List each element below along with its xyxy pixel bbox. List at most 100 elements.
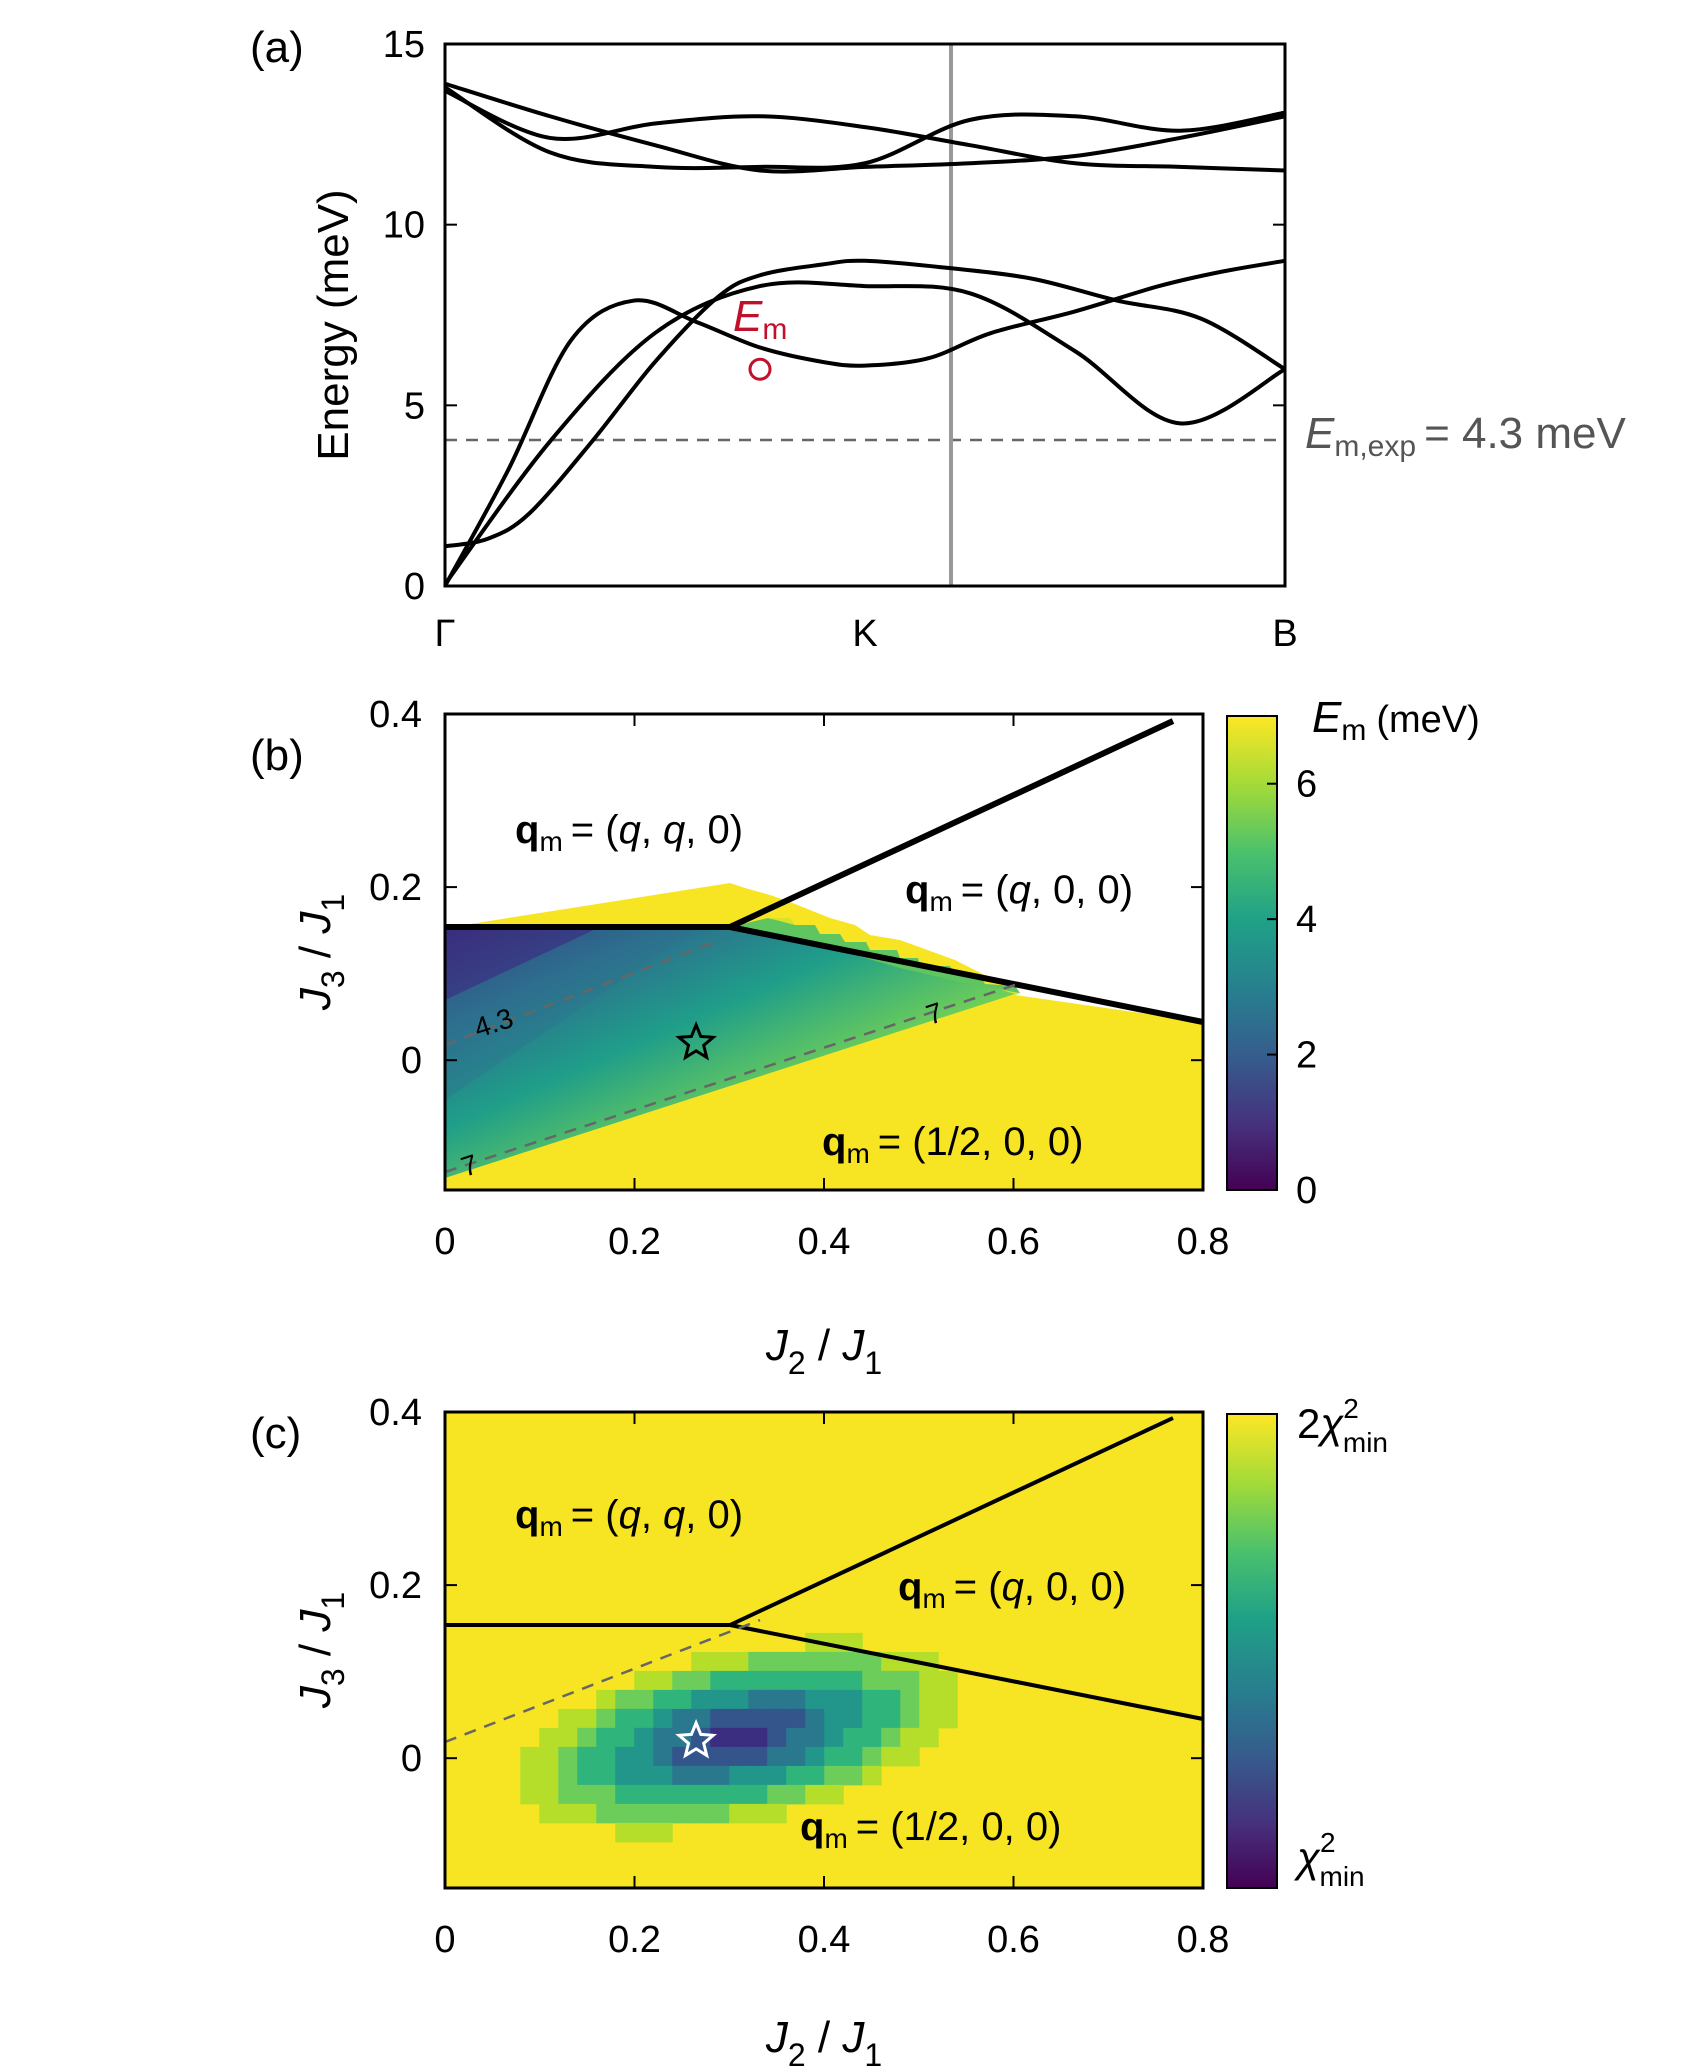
y-tick-label: 0.2 bbox=[369, 1565, 422, 1607]
colorbar-tick-label: 4 bbox=[1296, 899, 1317, 941]
svg-text:qm= (q, q, 0): qm = (q, q, 0) bbox=[515, 1493, 743, 1542]
panel-a-yticks: 0 5 10 15 bbox=[383, 24, 1285, 608]
colorbar-c bbox=[1226, 1413, 1278, 1889]
heatmap-cell bbox=[824, 1746, 844, 1767]
y-tick-label: 0 bbox=[401, 1738, 422, 1780]
heatmap-cell bbox=[786, 1746, 806, 1767]
heatmap-cell bbox=[710, 1784, 730, 1805]
heatmap-cell bbox=[843, 1765, 863, 1786]
region-label-q00-c: qm = (q, 0, 0) bbox=[898, 1565, 1126, 1614]
heatmap-cell bbox=[634, 1727, 654, 1748]
heatmap-cell bbox=[520, 1746, 540, 1767]
panel-a: (a) Energy (meV) 0 5 10 15 Γ K B Em Em,exp = 4… bbox=[250, 23, 1626, 655]
panel-b-phase-boundaries bbox=[444, 718, 1204, 1174]
dispersion-branch-6 bbox=[443, 85, 1286, 171]
x-tick-label: 0.4 bbox=[798, 1221, 851, 1263]
heatmap-cell bbox=[672, 1803, 692, 1824]
colorbar-b-title: Em (meV) bbox=[1312, 693, 1480, 747]
heatmap-cell bbox=[805, 1784, 825, 1805]
heatmap-cell bbox=[862, 1651, 882, 1672]
heatmap-cell bbox=[824, 1689, 844, 1710]
heatmap-cell bbox=[900, 1708, 920, 1729]
heatmap-cell bbox=[615, 1689, 635, 1710]
region-label-qq0-b: qm = (q, q, 0) bbox=[515, 808, 743, 857]
heatmap-cell bbox=[710, 1746, 730, 1767]
panel-a-frame bbox=[443, 42, 1287, 588]
heatmap-cell bbox=[577, 1727, 597, 1748]
heatmap-cell bbox=[824, 1651, 844, 1672]
heatmap-cell bbox=[919, 1689, 939, 1710]
heatmap-cell bbox=[672, 1670, 692, 1691]
dispersion-branch-3 bbox=[443, 280, 1286, 586]
heatmap-cell bbox=[672, 1765, 692, 1786]
heatmap-cell bbox=[672, 1746, 692, 1767]
x-tick-label: 0.4 bbox=[798, 1919, 851, 1961]
dispersion-curves bbox=[443, 81, 1287, 587]
heatmap-cell bbox=[577, 1803, 597, 1824]
heatmap-cell bbox=[615, 1822, 635, 1843]
heatmap-cell bbox=[729, 1651, 749, 1672]
heatmap-cell bbox=[596, 1746, 616, 1767]
heatmap-cell bbox=[881, 1708, 901, 1729]
x-tick-label: 0.8 bbox=[1177, 1919, 1230, 1961]
heatmap-cell bbox=[710, 1803, 730, 1824]
heatmap-cell bbox=[558, 1784, 578, 1805]
heatmap-cell bbox=[615, 1765, 635, 1786]
panel-b-frame bbox=[443, 712, 1205, 1192]
heatmap-cell bbox=[691, 1784, 711, 1805]
colorbar-b bbox=[1226, 715, 1278, 1191]
colorbar-tick-label: 6 bbox=[1296, 764, 1317, 806]
colorbar-c-top-label: 2χ2 min bbox=[1297, 1393, 1388, 1458]
heatmap-cell bbox=[729, 1727, 749, 1748]
heatmap-cell bbox=[653, 1803, 673, 1824]
heatmap-cell bbox=[824, 1670, 844, 1691]
heatmap-cell bbox=[786, 1708, 806, 1729]
panel-b-letter: (b) bbox=[250, 731, 304, 780]
heatmap-cell bbox=[767, 1765, 787, 1786]
heatmap-cell bbox=[539, 1727, 559, 1748]
region-label-qq0-c: qm = (q, q, 0) bbox=[515, 1493, 743, 1542]
panel-a-ylabel: Energy (meV) bbox=[309, 189, 358, 460]
heatmap-cell bbox=[710, 1651, 730, 1672]
heatmap-cell bbox=[729, 1670, 749, 1691]
heatmap-cell bbox=[653, 1746, 673, 1767]
heatmap-cell bbox=[710, 1727, 730, 1748]
heatmap-cell bbox=[729, 1746, 749, 1767]
heatmap-cell bbox=[710, 1765, 730, 1786]
heatmap-cell bbox=[748, 1803, 768, 1824]
heatmap-cell bbox=[919, 1670, 939, 1691]
heatmap-cell bbox=[539, 1784, 559, 1805]
heatmap-cell bbox=[653, 1727, 673, 1748]
heatmap-cell bbox=[634, 1822, 654, 1843]
colorbar-tick-label: 0 bbox=[1296, 1170, 1317, 1212]
heatmap-cell bbox=[938, 1670, 958, 1691]
heatmap-cell bbox=[558, 1727, 578, 1748]
heatmap-cell bbox=[824, 1784, 844, 1805]
x-tick-label: 0.8 bbox=[1177, 1221, 1230, 1263]
region-label-half-c: qm = (1/2, 0, 0) bbox=[800, 1805, 1061, 1854]
svg-text:qm= (q, 0, 0): qm = (q, 0, 0) bbox=[905, 868, 1133, 917]
heatmap-cell bbox=[596, 1765, 616, 1786]
panel-c: (c) qm = (q, q, 0) qm = (q, 0, 0) qm = (1/2… bbox=[250, 1392, 1388, 2068]
heatmap-cell bbox=[767, 1670, 787, 1691]
panel-c-frame bbox=[443, 1410, 1205, 1890]
heatmap-cell bbox=[634, 1689, 654, 1710]
heatmap-cell bbox=[634, 1765, 654, 1786]
heatmap-cell bbox=[577, 1765, 597, 1786]
heatmap-cell bbox=[881, 1689, 901, 1710]
svg-text:qm= (q, 0, 0): qm = (q, 0, 0) bbox=[898, 1565, 1126, 1614]
heatmap-cell bbox=[843, 1670, 863, 1691]
heatmap-cell bbox=[691, 1689, 711, 1710]
y-tick-label: 0 bbox=[404, 566, 425, 608]
heatmap-cell bbox=[577, 1784, 597, 1805]
heatmap-cell bbox=[520, 1784, 540, 1805]
heatmap-cell bbox=[615, 1803, 635, 1824]
heatmap-cell bbox=[634, 1803, 654, 1824]
y-tick-label: 0.2 bbox=[369, 867, 422, 909]
heatmap-cell bbox=[767, 1784, 787, 1805]
heatmap-cell bbox=[824, 1727, 844, 1748]
heatmap-cell bbox=[539, 1746, 559, 1767]
heatmap-cell bbox=[900, 1727, 920, 1748]
